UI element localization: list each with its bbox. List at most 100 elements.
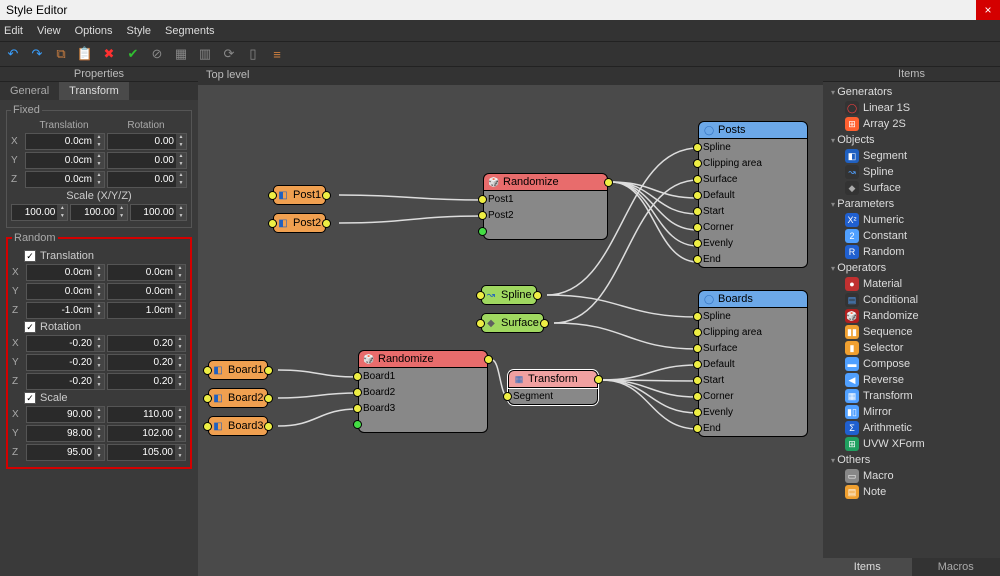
down-arrow-icon[interactable]: ▼ <box>175 273 185 281</box>
fixed-rot-Z[interactable]: ▲▼ <box>107 171 187 188</box>
rand-Rotation-Z-min-input[interactable] <box>27 374 94 389</box>
up-arrow-icon[interactable]: ▲ <box>94 284 104 292</box>
item-conditional[interactable]: ▤Conditional <box>845 292 996 308</box>
rand-Rotation-X-min[interactable]: ▲▼ <box>26 335 105 352</box>
input-port[interactable] <box>693 143 702 152</box>
fixed-rot-X-input[interactable] <box>108 134 176 149</box>
output-port[interactable] <box>264 422 273 431</box>
down-arrow-icon[interactable]: ▼ <box>175 311 185 319</box>
tab-transform[interactable]: Transform <box>59 82 129 100</box>
item-numeric[interactable]: X²Numeric <box>845 212 996 228</box>
output-port[interactable] <box>264 394 273 403</box>
up-arrow-icon[interactable]: ▲ <box>94 172 104 180</box>
up-arrow-icon[interactable]: ▲ <box>94 303 104 311</box>
fixed-scale-1[interactable]: ▲▼ <box>70 204 127 221</box>
up-arrow-icon[interactable]: ▲ <box>175 374 185 382</box>
fixed-rot-Z-input[interactable] <box>108 172 176 187</box>
output-port[interactable] <box>484 355 493 364</box>
input-port[interactable] <box>693 392 702 401</box>
rand-Scale-X-min-input[interactable] <box>27 407 94 422</box>
rand-Scale-X-min[interactable]: ▲▼ <box>26 406 105 423</box>
down-arrow-icon[interactable]: ▼ <box>176 180 186 188</box>
menu-view[interactable]: View <box>37 25 61 37</box>
up-arrow-icon[interactable]: ▲ <box>175 336 185 344</box>
rand-Rotation-X-max-input[interactable] <box>108 336 175 351</box>
input-port[interactable] <box>476 291 485 300</box>
down-arrow-icon[interactable]: ▼ <box>94 363 104 371</box>
up-arrow-icon[interactable]: ▲ <box>176 205 186 213</box>
input-port[interactable] <box>353 420 362 429</box>
item-surface[interactable]: ◆Surface <box>845 180 996 196</box>
input-port[interactable] <box>693 239 702 248</box>
down-arrow-icon[interactable]: ▼ <box>94 453 104 461</box>
rand-Rotation-Y-min[interactable]: ▲▼ <box>26 354 105 371</box>
rand-Scale-Z-max-input[interactable] <box>108 445 175 460</box>
rand-Translation-Z-max-input[interactable] <box>108 303 175 318</box>
rand-Scale-Y-min[interactable]: ▲▼ <box>26 425 105 442</box>
node-transform[interactable]: ▦TransformSegment <box>508 370 598 405</box>
up-arrow-icon[interactable]: ▲ <box>94 265 104 273</box>
fixed-scale-2-input[interactable] <box>131 205 176 220</box>
fixed-trans-Z-input[interactable] <box>26 172 94 187</box>
rand-Rotation-Y-max-input[interactable] <box>108 355 175 370</box>
up-arrow-icon[interactable]: ▲ <box>94 374 104 382</box>
rand-Scale-Y-min-input[interactable] <box>27 426 94 441</box>
input-port[interactable] <box>353 404 362 413</box>
input-port[interactable] <box>693 376 702 385</box>
rand-Scale-Y-max-input[interactable] <box>108 426 175 441</box>
output-port[interactable] <box>322 191 331 200</box>
up-arrow-icon[interactable]: ▲ <box>94 134 104 142</box>
node-canvas[interactable]: Top level ◧Post1◧Post2◧Board1◧Board2◧Boa… <box>198 67 823 576</box>
toolbar-align1-button[interactable]: ▦ <box>172 45 190 63</box>
down-arrow-icon[interactable]: ▼ <box>176 213 186 221</box>
up-arrow-icon[interactable]: ▲ <box>117 205 127 213</box>
down-arrow-icon[interactable]: ▼ <box>94 344 104 352</box>
node-boards[interactable]: ◯BoardsSplineClipping areaSurfaceDefault… <box>698 290 808 437</box>
toolbar-undo-button[interactable]: ↶ <box>4 45 22 63</box>
input-port[interactable] <box>478 195 487 204</box>
fixed-trans-X-input[interactable] <box>26 134 94 149</box>
down-arrow-icon[interactable]: ▼ <box>94 415 104 423</box>
down-arrow-icon[interactable]: ▼ <box>94 180 104 188</box>
up-arrow-icon[interactable]: ▲ <box>94 426 104 434</box>
node-header[interactable]: 🎲Randomize <box>483 173 608 191</box>
down-arrow-icon[interactable]: ▼ <box>176 142 186 150</box>
down-arrow-icon[interactable]: ▼ <box>175 415 185 423</box>
item-macro[interactable]: ▭Macro <box>845 468 996 484</box>
menu-segments[interactable]: Segments <box>165 25 215 37</box>
rand-Translation-X-max[interactable]: ▲▼ <box>107 264 186 281</box>
node-header[interactable]: ▦Transform <box>508 370 598 388</box>
down-arrow-icon[interactable]: ▼ <box>94 292 104 300</box>
item-material[interactable]: ●Material <box>845 276 996 292</box>
rand-Translation-Z-min-input[interactable] <box>27 303 94 318</box>
rand-Translation-Y-min[interactable]: ▲▼ <box>26 283 105 300</box>
fixed-rot-X[interactable]: ▲▼ <box>107 133 187 150</box>
up-arrow-icon[interactable]: ▲ <box>176 134 186 142</box>
down-arrow-icon[interactable]: ▼ <box>175 363 185 371</box>
fixed-scale-2[interactable]: ▲▼ <box>130 204 187 221</box>
input-port[interactable] <box>476 319 485 328</box>
item-arithmetic[interactable]: ΣArithmetic <box>845 420 996 436</box>
item-mirror[interactable]: ▮▯Mirror <box>845 404 996 420</box>
down-arrow-icon[interactable]: ▼ <box>175 292 185 300</box>
rand-Scale-X-max[interactable]: ▲▼ <box>107 406 186 423</box>
rand-Rotation-X-min-input[interactable] <box>27 336 94 351</box>
rand-Translation-X-min-input[interactable] <box>27 265 94 280</box>
close-button[interactable]: × <box>976 0 1000 20</box>
up-arrow-icon[interactable]: ▲ <box>94 355 104 363</box>
output-port[interactable] <box>322 219 331 228</box>
menu-options[interactable]: Options <box>75 25 113 37</box>
node-header[interactable]: ◯Boards <box>698 290 808 308</box>
down-arrow-icon[interactable]: ▼ <box>176 161 186 169</box>
node-surface[interactable]: ◆Surface <box>481 313 544 333</box>
input-port[interactable] <box>693 360 702 369</box>
input-port[interactable] <box>478 211 487 220</box>
menu-edit[interactable]: Edit <box>4 25 23 37</box>
node-posts[interactable]: ◯PostsSplineClipping areaSurfaceDefaultS… <box>698 121 808 268</box>
item-compose[interactable]: ▬Compose <box>845 356 996 372</box>
category-parameters[interactable]: Parameters <box>831 198 996 210</box>
fixed-scale-0[interactable]: ▲▼ <box>11 204 68 221</box>
up-arrow-icon[interactable]: ▲ <box>175 445 185 453</box>
down-arrow-icon[interactable]: ▼ <box>94 434 104 442</box>
down-arrow-icon[interactable]: ▼ <box>57 213 67 221</box>
